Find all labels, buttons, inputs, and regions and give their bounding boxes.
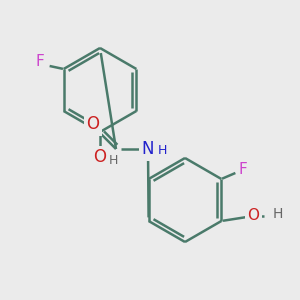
- Text: O: O: [248, 208, 260, 224]
- Text: N: N: [142, 140, 154, 158]
- Text: H: H: [158, 145, 167, 158]
- Text: F: F: [239, 161, 248, 176]
- Text: H: H: [109, 154, 118, 166]
- Text: H: H: [272, 207, 283, 221]
- Text: F: F: [35, 53, 44, 68]
- Text: O: O: [94, 148, 106, 166]
- Text: O: O: [86, 115, 100, 133]
